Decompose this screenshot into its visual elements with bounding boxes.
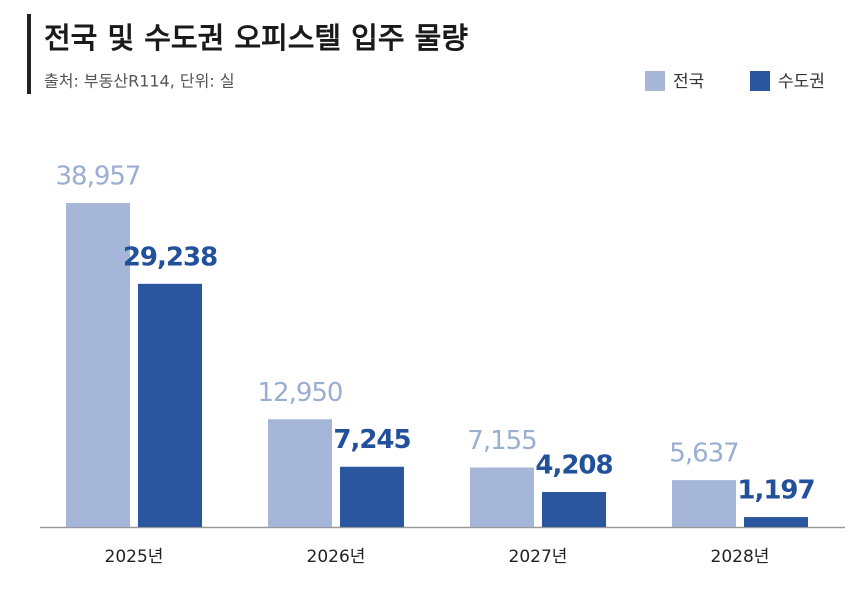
- bar: [138, 283, 202, 527]
- bar: [672, 480, 736, 527]
- bar: [268, 419, 332, 527]
- bar: [470, 467, 534, 527]
- title-accent: [27, 14, 31, 94]
- legend-swatch: [750, 71, 770, 91]
- value-label: 12,950: [258, 378, 343, 408]
- value-label: 29,238: [123, 242, 217, 272]
- x-tick-label: 2027년: [509, 547, 568, 567]
- value-label: 38,957: [56, 162, 141, 192]
- chart-subtitle: 출처: 부동산R114, 단위: 실: [44, 72, 235, 91]
- bar: [340, 466, 404, 527]
- bar: [744, 517, 808, 527]
- legend-label: 수도권: [778, 72, 825, 92]
- legend-label: 전국: [673, 72, 704, 92]
- value-label: 1,197: [737, 476, 814, 506]
- bar: [542, 492, 606, 527]
- x-tick-label: 2025년: [105, 547, 164, 567]
- x-tick-label: 2028년: [711, 547, 770, 567]
- value-label: 4,208: [535, 451, 612, 481]
- x-tick-label: 2026년: [307, 547, 366, 567]
- chart-title: 전국 및 수도권 오피스텔 입주 물량: [44, 21, 468, 55]
- value-label: 5,637: [669, 439, 738, 469]
- value-label: 7,245: [333, 425, 410, 455]
- value-label: 7,155: [467, 426, 536, 456]
- legend-swatch: [645, 71, 665, 91]
- bar: [66, 203, 130, 527]
